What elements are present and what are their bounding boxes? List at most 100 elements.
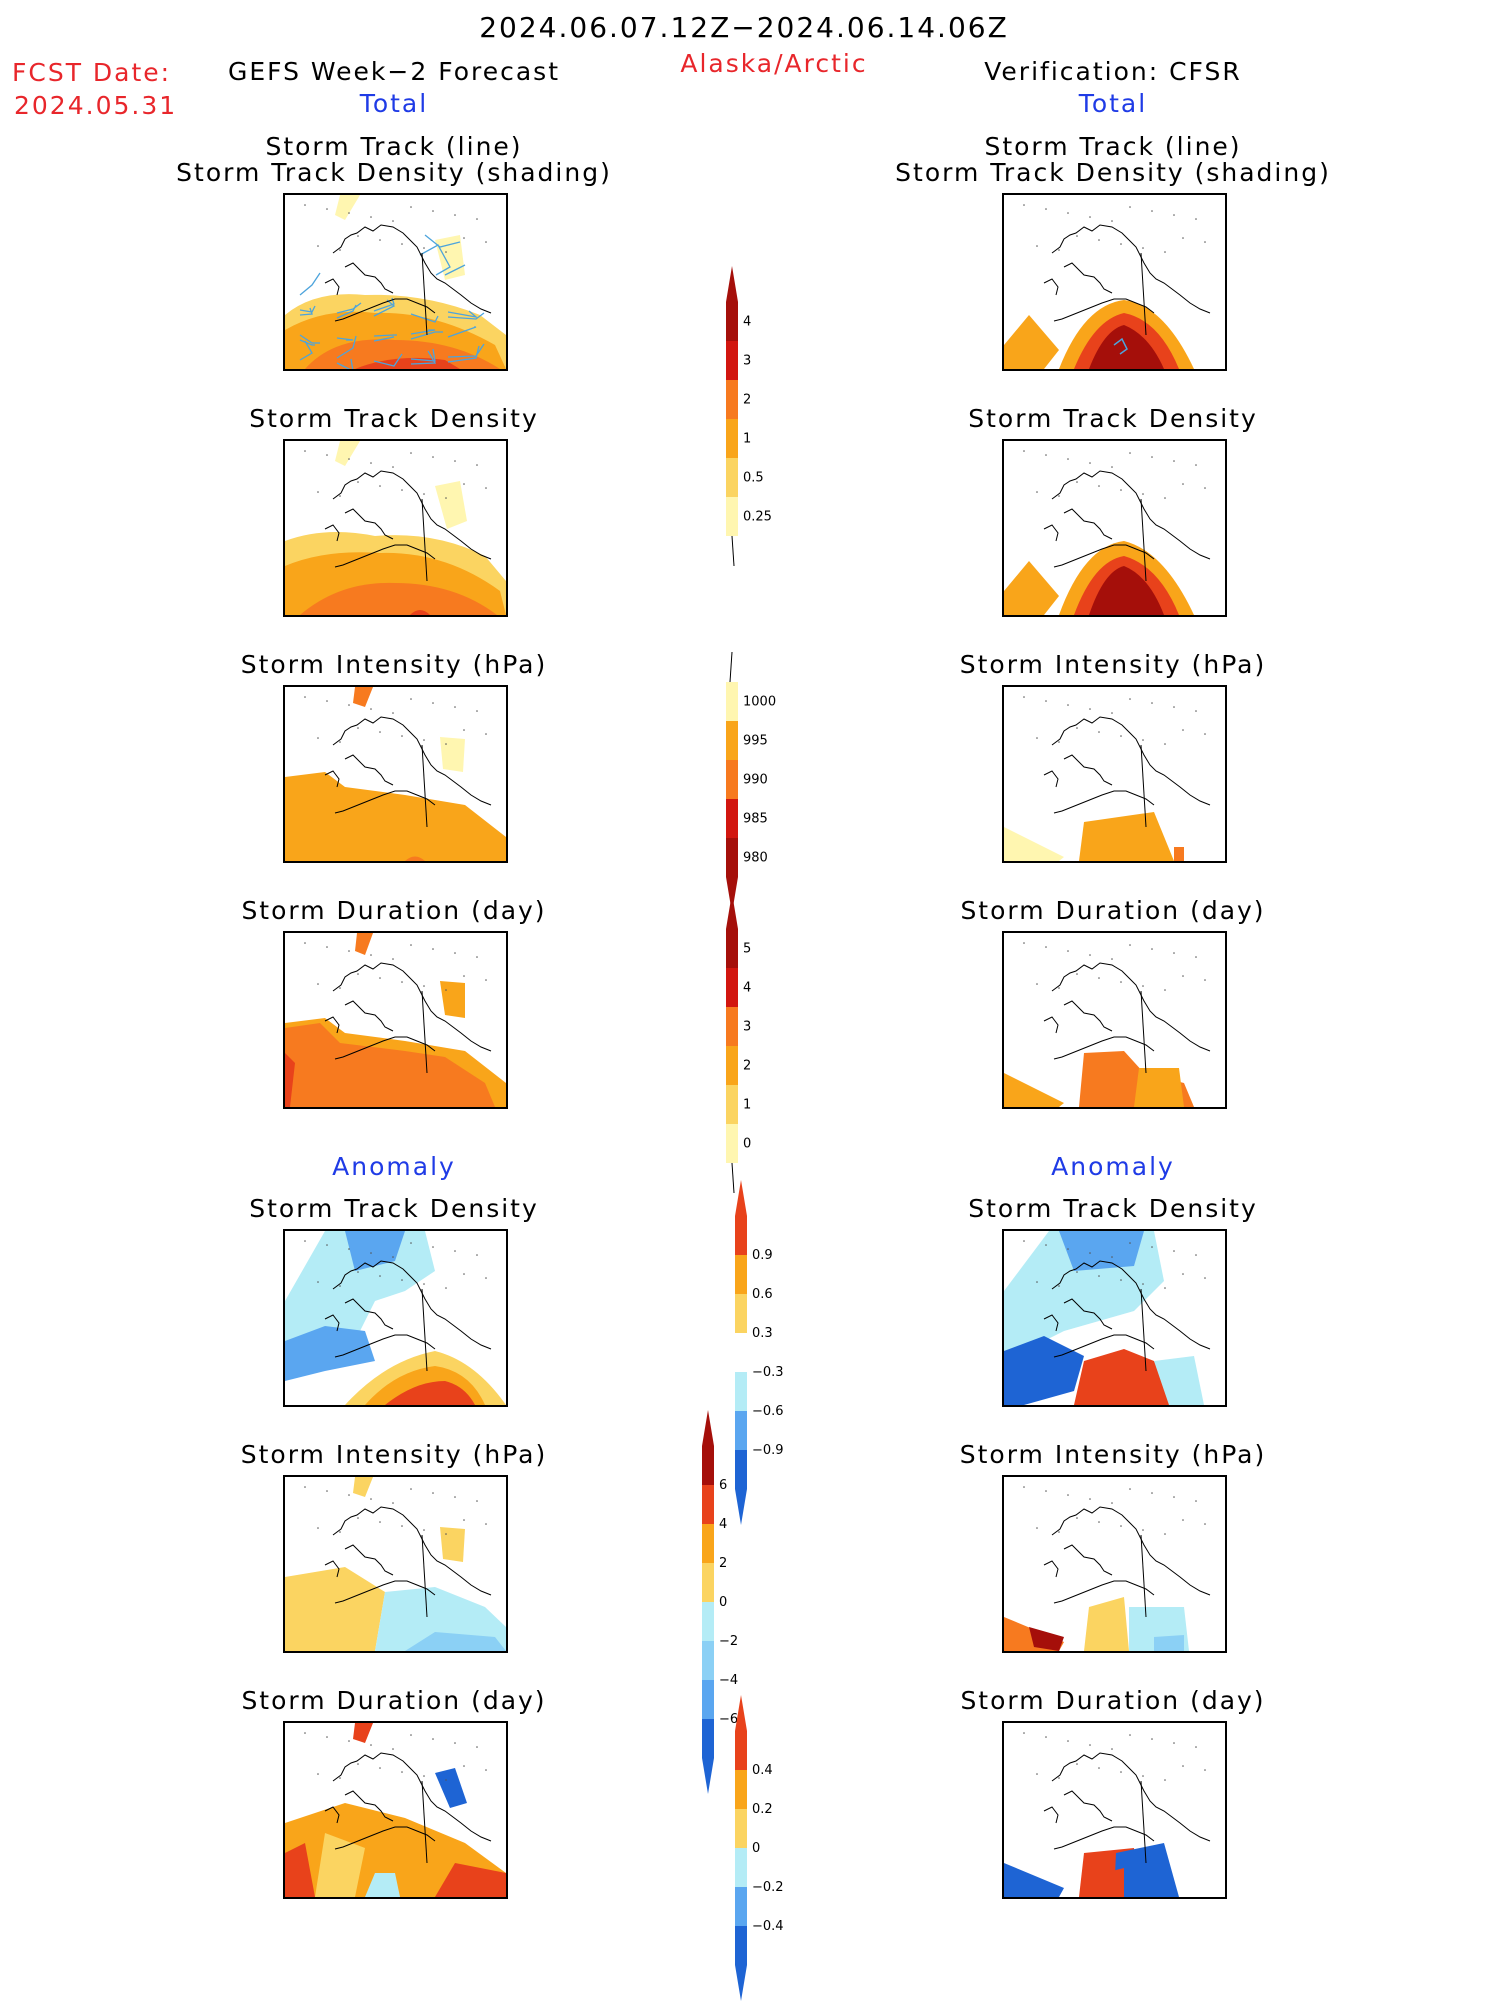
shaded-region-2 <box>315 1833 365 1897</box>
shaded-region-5 <box>385 1381 475 1405</box>
graticule-dot <box>370 1252 372 1254</box>
graticule-dot <box>1129 452 1131 454</box>
graticule-dot <box>1142 247 1144 249</box>
alaska-coastline <box>1043 1506 1211 1604</box>
graticule-dot <box>326 700 328 702</box>
alaska-coastline <box>324 1506 492 1604</box>
colorbar-segment <box>702 1680 714 1719</box>
graticule-dot <box>1098 1767 1100 1769</box>
shaded-region-1 <box>1029 1627 1064 1651</box>
shaded-region-2 <box>300 582 497 615</box>
storm-track-line <box>336 337 354 341</box>
map-verif-intensity <box>1002 685 1227 863</box>
graticule-dot <box>357 1271 359 1273</box>
graticule-dot <box>463 1765 465 1767</box>
colorbar-segment <box>726 1046 738 1085</box>
graticule-dot <box>1076 1517 1078 1519</box>
graticule-dot <box>1098 1521 1100 1523</box>
shaded-region-4 <box>1154 1635 1184 1651</box>
graticule-dots <box>304 1240 487 1289</box>
left-track-line-title: Storm Track (line) <box>265 132 523 161</box>
graticule-dot <box>1173 1496 1175 1498</box>
colorbar-tick-label: 4 <box>743 981 751 996</box>
graticule-dot <box>1142 1283 1144 1285</box>
graticule-dot <box>485 487 487 489</box>
graticule-dot <box>1173 706 1175 708</box>
graticule-dots <box>304 204 487 253</box>
graticule-dot <box>423 493 425 495</box>
graticule-dot <box>1173 1250 1175 1252</box>
graticule-dot <box>1129 206 1131 208</box>
graticule-dot <box>445 989 447 991</box>
graticule-dot <box>1195 710 1197 712</box>
storm-track-line <box>373 336 395 342</box>
graticule-dot <box>348 950 350 952</box>
colorbar-segment <box>726 968 738 1007</box>
graticule-dot <box>392 958 394 960</box>
alaska-coastline <box>1043 470 1211 568</box>
graticule-dot <box>1142 1775 1144 1777</box>
graticule-dot <box>445 251 447 253</box>
alaska-coastline <box>1043 1752 1211 1850</box>
graticule-dot <box>485 1523 487 1525</box>
graticule-dots <box>1023 450 1206 499</box>
graticule-dot <box>339 495 341 497</box>
graticule-dot <box>476 464 478 466</box>
shaded-region-4 <box>335 441 360 466</box>
shaded-region-5 <box>353 1723 373 1743</box>
shaded-region-3 <box>1074 1349 1174 1405</box>
graticule-dot <box>1067 458 1069 460</box>
shaded-region-1 <box>345 1231 405 1271</box>
graticule-dot <box>1182 483 1184 485</box>
storm-track-line <box>299 272 321 296</box>
graticule-dot <box>445 1287 447 1289</box>
graticule-dot <box>1098 485 1100 487</box>
shaded-region-4 <box>1154 1356 1204 1405</box>
colorbar-segment <box>735 1255 747 1294</box>
graticule-dot <box>1076 1763 1078 1765</box>
colorbar-tick-label: 2 <box>743 393 751 408</box>
period-title: 2024.06.07.12Z−2024.06.14.06Z <box>479 11 1009 44</box>
storm-track-line <box>447 343 485 358</box>
colorbar-segment <box>726 419 738 458</box>
graticule-dots <box>304 450 487 499</box>
colorbar-svg: 4 3 2 1 0.5 0.25 <box>726 266 772 567</box>
colorbar-segment <box>735 1411 747 1450</box>
graticule-dot <box>476 218 478 220</box>
verification-column-title: Verification: CFSR <box>984 57 1242 86</box>
graticule-dot <box>401 981 403 983</box>
graticule-dot <box>1045 1244 1047 1246</box>
colorbar-tick-label: 0.6 <box>752 1287 773 1302</box>
colorbar-tick-label: 0 <box>719 1595 727 1610</box>
right-anom-duration-title: Storm Duration (day) <box>960 1686 1266 1715</box>
graticule-dot <box>401 735 403 737</box>
graticule-dot <box>410 206 412 208</box>
shaded-region-4 <box>435 1863 506 1897</box>
storm-track-line <box>410 350 437 365</box>
colorbar-tick-label: 1 <box>743 1098 751 1113</box>
forecast-anomaly-label: Anomaly <box>332 1152 456 1181</box>
graticule-dot <box>485 733 487 735</box>
alaska-coastline <box>324 716 492 814</box>
right-track-line-title: Storm Track (line) <box>984 132 1242 161</box>
graticule-dot <box>1182 1273 1184 1275</box>
graticule-dot <box>1045 700 1047 702</box>
graticule-dot <box>463 729 465 731</box>
shaded-region-3 <box>353 1477 373 1497</box>
storm-track-line <box>410 313 439 323</box>
canada-border <box>1140 1288 1147 1372</box>
graticule-dot <box>1195 464 1197 466</box>
colorbar-tick-label: 0.4 <box>752 1763 773 1778</box>
graticule-dot <box>1195 956 1197 958</box>
graticule-dot <box>1151 1738 1153 1740</box>
graticule-dot <box>1036 491 1038 493</box>
shaded-region-1 <box>405 856 425 861</box>
graticule-dot <box>1045 454 1047 456</box>
map-fcst-anom-duration <box>283 1721 508 1899</box>
canada-border <box>1140 1780 1147 1864</box>
graticule-dot <box>317 1773 319 1775</box>
verification-anomaly-label: Anomaly <box>1051 1152 1175 1181</box>
graticule-dot <box>1204 1277 1206 1279</box>
storm-track-line <box>299 334 320 344</box>
alaska-coastline <box>324 962 492 1060</box>
